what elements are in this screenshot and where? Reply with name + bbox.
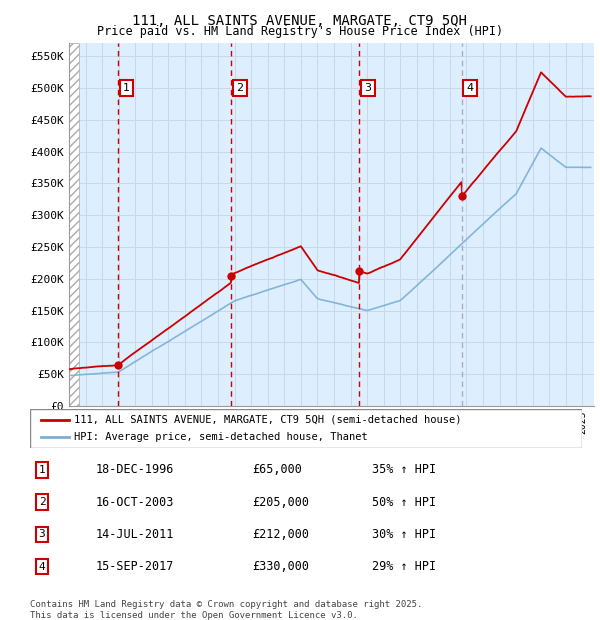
Text: 35% ↑ HPI: 35% ↑ HPI (372, 464, 436, 476)
Text: 14-JUL-2011: 14-JUL-2011 (96, 528, 175, 541)
Text: 1: 1 (38, 465, 46, 475)
Text: 16-OCT-2003: 16-OCT-2003 (96, 496, 175, 508)
Text: 4: 4 (38, 562, 46, 572)
Text: £65,000: £65,000 (252, 464, 302, 476)
Text: 1: 1 (123, 83, 130, 93)
Text: HPI: Average price, semi-detached house, Thanet: HPI: Average price, semi-detached house,… (74, 432, 368, 442)
Text: 18-DEC-1996: 18-DEC-1996 (96, 464, 175, 476)
Text: £205,000: £205,000 (252, 496, 309, 508)
Text: Contains HM Land Registry data © Crown copyright and database right 2025.
This d: Contains HM Land Registry data © Crown c… (30, 600, 422, 619)
Text: 50% ↑ HPI: 50% ↑ HPI (372, 496, 436, 508)
Text: 15-SEP-2017: 15-SEP-2017 (96, 560, 175, 573)
Text: 3: 3 (38, 529, 46, 539)
Text: 2: 2 (236, 83, 243, 93)
Text: £212,000: £212,000 (252, 528, 309, 541)
Text: 30% ↑ HPI: 30% ↑ HPI (372, 528, 436, 541)
Text: Price paid vs. HM Land Registry's House Price Index (HPI): Price paid vs. HM Land Registry's House … (97, 25, 503, 38)
Text: 111, ALL SAINTS AVENUE, MARGATE, CT9 5QH (semi-detached house): 111, ALL SAINTS AVENUE, MARGATE, CT9 5QH… (74, 415, 461, 425)
Text: £330,000: £330,000 (252, 560, 309, 573)
Text: 3: 3 (364, 83, 371, 93)
Text: 4: 4 (467, 83, 474, 93)
Text: 29% ↑ HPI: 29% ↑ HPI (372, 560, 436, 573)
Text: 111, ALL SAINTS AVENUE, MARGATE, CT9 5QH: 111, ALL SAINTS AVENUE, MARGATE, CT9 5QH (133, 14, 467, 28)
Text: 2: 2 (38, 497, 46, 507)
